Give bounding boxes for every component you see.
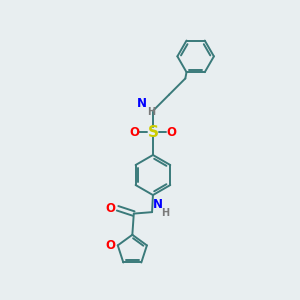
Text: O: O [106, 202, 116, 215]
Text: N: N [153, 198, 163, 211]
Text: S: S [147, 124, 158, 140]
Text: N: N [136, 97, 146, 110]
Text: H: H [161, 208, 169, 218]
Text: O: O [166, 125, 176, 139]
Text: O: O [130, 125, 140, 139]
Text: H: H [147, 107, 155, 117]
Text: O: O [105, 239, 116, 252]
